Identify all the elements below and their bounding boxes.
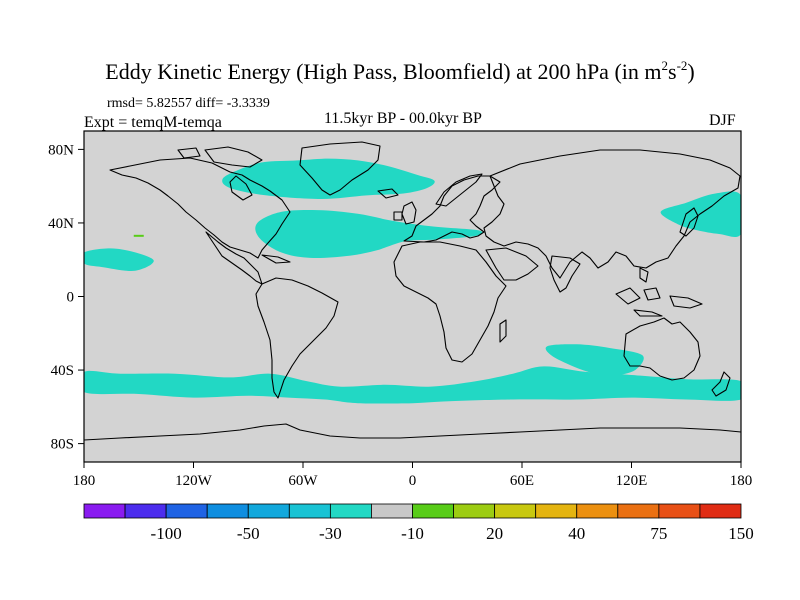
anomaly-region-australia-southwest bbox=[545, 344, 644, 376]
coastline-southeast-asia-islands bbox=[615, 267, 703, 317]
coastline-south-america bbox=[255, 277, 339, 399]
colorbar: -100 -50 -30 -10 20 40 75 150 bbox=[83, 503, 754, 543]
coastline-asia bbox=[483, 149, 741, 279]
colorbar-box bbox=[617, 503, 660, 519]
colorbar-box bbox=[329, 503, 372, 519]
anomaly-region-southern-ocean-band bbox=[84, 366, 741, 404]
anomaly-region-north-pacific-west bbox=[660, 191, 741, 237]
colorbar-label: -100 bbox=[151, 524, 182, 543]
x-tick-label: 60W bbox=[288, 473, 318, 489]
anomaly-region-north-atlantic-jet bbox=[255, 209, 483, 259]
colorbar-box bbox=[494, 503, 537, 519]
y-tick-label: 0 bbox=[67, 290, 75, 306]
coastline-australia bbox=[623, 317, 701, 381]
stats-label: rmsd= 5.82557 diff= -3.3339 bbox=[107, 96, 270, 111]
coastline-scandinavia bbox=[435, 173, 483, 207]
x-tick-label: 60E bbox=[510, 473, 534, 489]
anomaly-region-north-pacific-east bbox=[84, 248, 154, 272]
coastlines bbox=[84, 141, 741, 441]
colorbar-label: 40 bbox=[568, 524, 585, 543]
colorbar-box bbox=[699, 503, 742, 519]
y-tick-label: 40S bbox=[51, 363, 74, 379]
coastline-greenland bbox=[299, 141, 381, 196]
x-tick-label: 120W bbox=[175, 473, 213, 489]
x-tick-label: 120E bbox=[616, 473, 648, 489]
colorbar-box bbox=[206, 503, 249, 519]
chart-title: Eddy Kinetic Energy (High Pass, Bloomfie… bbox=[105, 58, 695, 84]
colorbar-box bbox=[535, 503, 578, 519]
x-tick-label: 180 bbox=[730, 473, 753, 489]
coastline-arabia bbox=[485, 247, 539, 281]
colorbar-box bbox=[288, 503, 331, 519]
colorbar-box bbox=[453, 503, 496, 519]
colorbar-box bbox=[658, 503, 701, 519]
colorbar-label: 150 bbox=[728, 524, 754, 543]
coastline-cuba bbox=[261, 254, 291, 264]
colorbar-box bbox=[124, 503, 167, 519]
colorbar-label: -30 bbox=[319, 524, 342, 543]
coastline-hudson-bay bbox=[229, 175, 253, 201]
colorbar-box bbox=[412, 503, 454, 519]
colorbar-label: 20 bbox=[486, 524, 503, 543]
coastline-british-isles bbox=[393, 201, 417, 225]
y-tick-label: 80S bbox=[51, 437, 74, 453]
season-label: DJF bbox=[709, 112, 736, 129]
coastline-madagascar bbox=[499, 319, 507, 343]
colorbar-label: -10 bbox=[401, 524, 424, 543]
colorbar-label: 75 bbox=[650, 524, 667, 543]
y-tick-label: 80N bbox=[48, 142, 74, 158]
colorbar-box bbox=[165, 503, 208, 519]
colorbar-box bbox=[247, 503, 290, 519]
colorbar-box bbox=[371, 503, 413, 519]
coastline-arctic-islands bbox=[177, 146, 263, 168]
x-tick-label: 0 bbox=[409, 473, 417, 489]
coastline-africa bbox=[393, 241, 507, 363]
coastline-japan bbox=[679, 207, 699, 237]
coastline-europe bbox=[403, 175, 501, 243]
y-tick-label: 40N bbox=[48, 216, 74, 232]
coastline-north-america bbox=[109, 157, 291, 259]
colorbar-box bbox=[83, 503, 126, 519]
anomaly-region-north-atlantic-greenland bbox=[222, 158, 435, 199]
colorbar-label: -50 bbox=[237, 524, 260, 543]
anomaly-layer bbox=[84, 158, 741, 404]
experiment-label: Expt = temqM-temqa bbox=[84, 114, 222, 131]
coastline-antarctica bbox=[84, 423, 741, 441]
x-tick-label: 180 bbox=[73, 473, 96, 489]
period-label: 11.5kyr BP - 00.0kyr BP bbox=[324, 110, 482, 127]
map-axes: 180 120W 60W 0 60E 120E 180 80N 40N 0 40S 80S bbox=[48, 142, 753, 489]
coastline-iceland bbox=[377, 188, 399, 199]
coastline-new-zealand bbox=[711, 371, 731, 397]
colorbar-box bbox=[576, 503, 619, 519]
coastline-india bbox=[549, 255, 581, 293]
